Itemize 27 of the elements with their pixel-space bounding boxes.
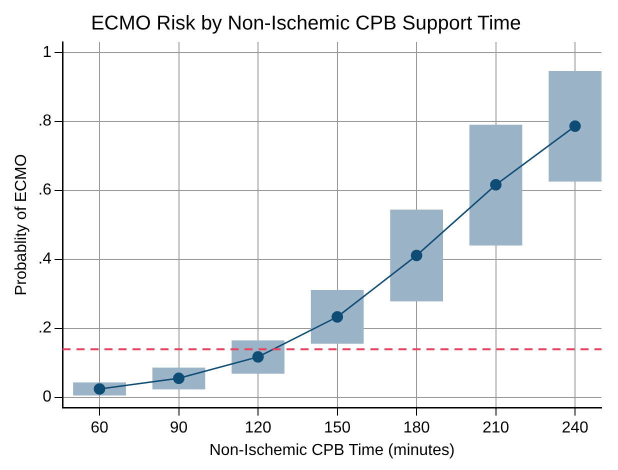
y-tick-label: .8 [38, 112, 52, 130]
bar [469, 124, 522, 246]
bar [310, 290, 364, 344]
x-axis-title: Non-Ischemic CPB Time (minutes) [209, 442, 455, 459]
y-tick-label: .6 [38, 182, 52, 199]
y-tick-label: .2 [38, 320, 52, 337]
y-axis-title: Probablity of ECMO [13, 154, 30, 296]
x-tick-label: 150 [324, 420, 351, 437]
point [490, 179, 502, 191]
bar [390, 210, 443, 302]
x-tick-label: 210 [482, 420, 510, 437]
x-tick-label: 180 [403, 420, 430, 437]
y-tick-label: .4 [38, 250, 52, 268]
point [569, 120, 581, 132]
x-tick-label: 120 [244, 420, 272, 437]
point [173, 372, 185, 384]
point [94, 383, 106, 395]
x-tick-label: 240 [562, 420, 589, 437]
chart-title: ECMO Risk by Non-Ischemic CPB Support Time [90, 12, 522, 35]
y-tick-label: 0 [42, 388, 52, 406]
point [332, 311, 344, 323]
bar [548, 70, 602, 182]
point [252, 351, 264, 363]
x-tick-label: 60 [90, 420, 109, 437]
x-tick-label: 90 [170, 420, 188, 437]
point [410, 250, 422, 262]
y-tick-label: 1 [42, 44, 52, 61]
